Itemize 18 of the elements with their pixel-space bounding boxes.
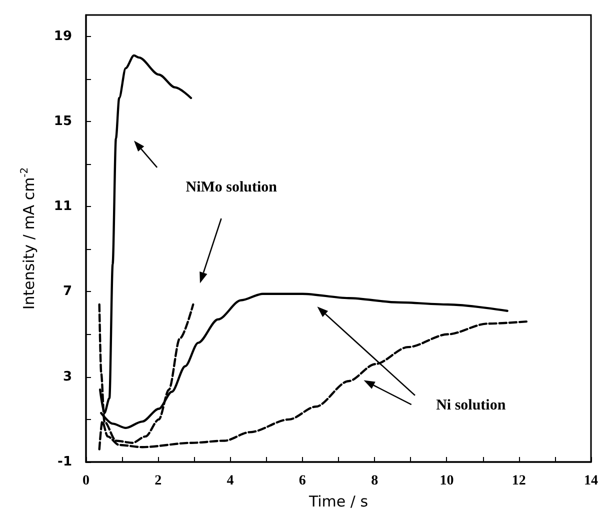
x-tick-label: 14 [584,474,598,488]
x-tick-label: 4 [226,474,234,488]
y-tick-label: 19 [54,28,72,44]
y-tick-label: 3 [62,369,72,384]
x-tick-label: 2 [154,474,162,488]
x-axis-title: Time / s [308,492,368,510]
x-tick-label: 10 [440,474,454,488]
y-tick-label: -1 [58,454,72,470]
annotation: Ni solution [436,397,506,414]
x-tick-label: 8 [371,474,378,488]
y-tick-label: 7 [62,284,72,300]
annotation: NiMo solution [186,179,278,196]
x-tick-label: 0 [82,474,90,488]
x-tick-label: 6 [298,474,306,488]
x-tick-label: 12 [512,474,526,488]
y-axis-title: Intensity / mA cm-2 [20,167,38,310]
y-tick-label: 11 [54,199,72,214]
y-tick-label: 15 [54,114,72,129]
